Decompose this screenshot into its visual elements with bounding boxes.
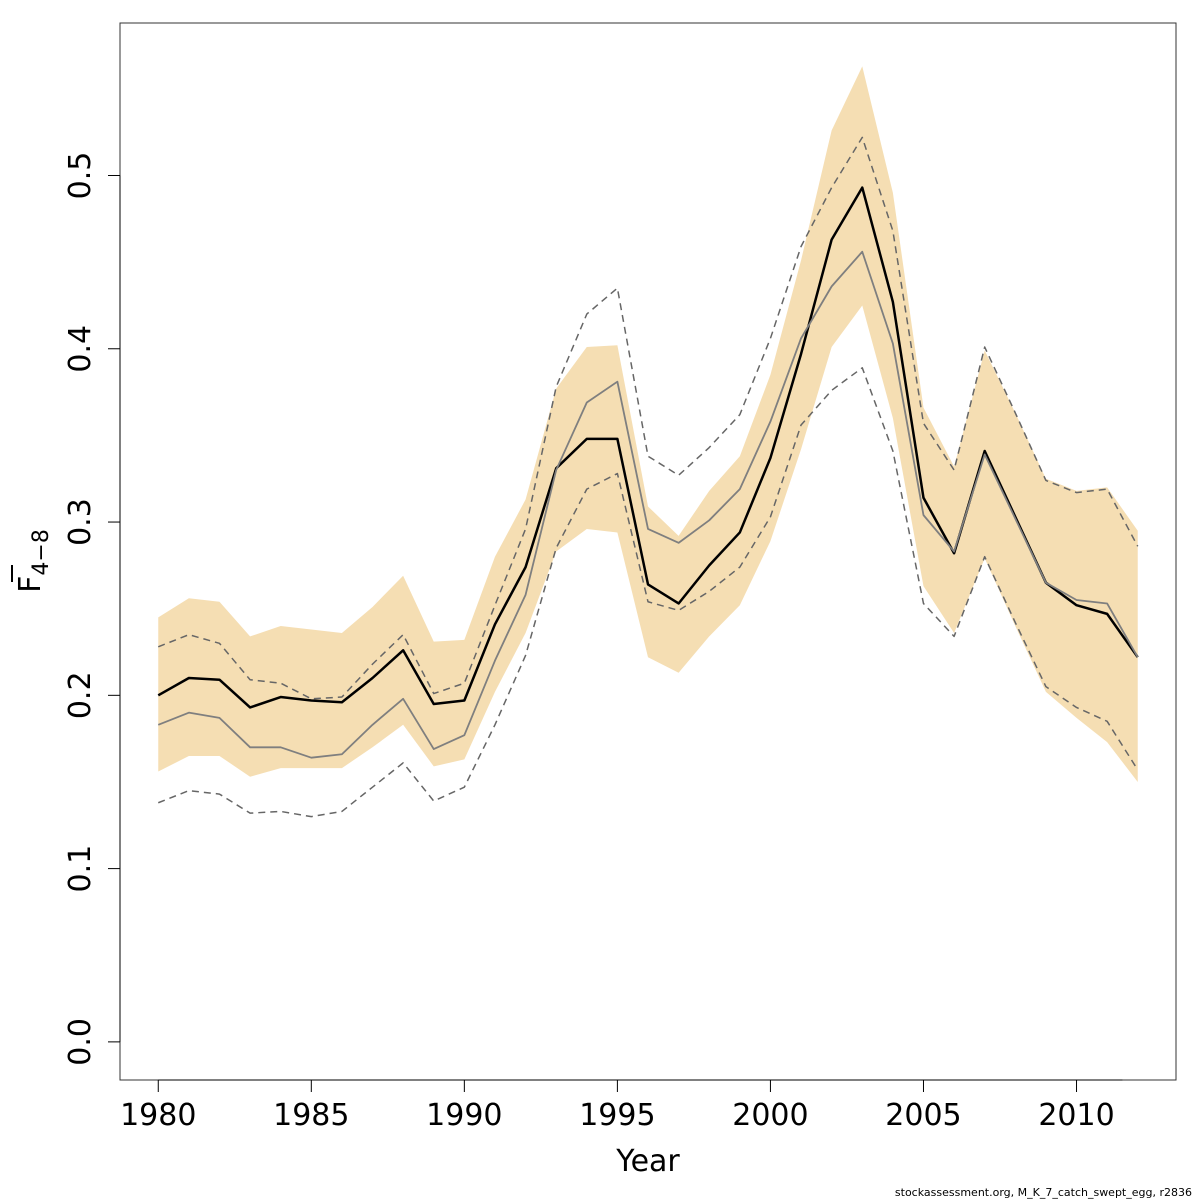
x-tick-label-1995: 1995 xyxy=(579,1098,655,1133)
svg-text:F4−8: F4−8 xyxy=(13,529,54,593)
x-axis-title: Year xyxy=(615,1144,680,1179)
x-tick-label-2005: 2005 xyxy=(885,1098,961,1133)
x-axis: 1980 1985 1990 1995 2000 2005 2010 xyxy=(120,1079,1123,1133)
x-tick-label-1985: 1985 xyxy=(273,1098,349,1133)
series-line-4 xyxy=(157,367,1139,818)
footer-credit: stockassessment.org, M_K_7_catch_swept_e… xyxy=(895,1186,1192,1199)
x-tick-label-2000: 2000 xyxy=(732,1098,808,1133)
y-axis: 0.0 0.1 0.2 0.3 0.4 0.5 xyxy=(63,152,121,1066)
x-tick-label-2010: 2010 xyxy=(1038,1098,1114,1133)
y-axis-title-main: F xyxy=(13,576,48,593)
y-tick-label-5: 0.5 xyxy=(63,152,98,200)
y-tick-label-3: 0.3 xyxy=(63,498,98,546)
confidence-band xyxy=(158,66,1138,782)
y-axis-title: F4−8 xyxy=(11,529,54,593)
y-tick-label-1: 0.1 xyxy=(63,845,98,893)
y-tick-label-4: 0.4 xyxy=(63,325,98,373)
series-line-2 xyxy=(157,250,1139,759)
y-tick-label-2: 0.2 xyxy=(63,671,98,719)
x-tick-label-1980: 1980 xyxy=(120,1098,196,1133)
plot-area xyxy=(157,66,1139,818)
y-axis-title-sub: 4−8 xyxy=(29,529,54,575)
x-tick-label-1990: 1990 xyxy=(426,1098,502,1133)
y-tick-label-0: 0.0 xyxy=(63,1018,98,1066)
